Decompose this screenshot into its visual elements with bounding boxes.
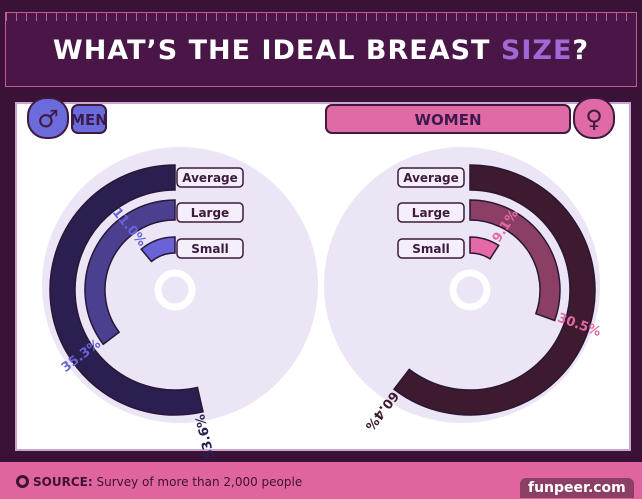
men-legend-box [176, 202, 244, 223]
male-symbol-icon-glyph: ♂ [37, 105, 59, 133]
men-bar-small [140, 236, 176, 263]
men-header-label: MEN [70, 111, 108, 129]
source-note: SOURCE: Survey of more than 2,000 people [16, 475, 302, 489]
men-legend-label: Small [191, 242, 228, 256]
women-legend-box [397, 238, 465, 259]
women-bar-average [392, 164, 596, 416]
men-legend-label: Large [191, 206, 229, 220]
men-center-ring [154, 269, 196, 311]
men-value-label: 53.6% [193, 413, 218, 460]
title-end: ? [572, 35, 590, 66]
women-bar-small [469, 236, 500, 260]
women-bar-large [469, 199, 561, 322]
women-legend-box [397, 167, 465, 188]
female-symbol-icon [573, 97, 615, 139]
men-header-bar [71, 104, 107, 134]
men-legend-box [176, 167, 244, 188]
women-header-bar [325, 104, 571, 134]
women-legend-label: Large [412, 206, 450, 220]
brand-badge[interactable]: funpeer.com [520, 478, 634, 498]
female-symbol-icon-glyph: ♀ [585, 105, 603, 133]
source-label: SOURCE: [33, 475, 93, 489]
male-symbol-icon [27, 97, 69, 139]
men-background-circle [42, 147, 318, 423]
page-title: WHAT’S THE IDEAL BREAST SIZE? [6, 35, 636, 66]
men-legend-box [176, 238, 244, 259]
title-text: WHAT’S THE IDEAL BREAST [52, 35, 491, 66]
women-header-label: WOMEN [414, 111, 481, 129]
title-highlight: SIZE [500, 35, 573, 66]
footer: SOURCE: Survey of more than 2,000 people… [0, 462, 642, 499]
women-legend-label: Small [412, 242, 449, 256]
men-bar-average [49, 164, 204, 416]
ruler-ticks [6, 13, 636, 21]
men-bar-large [84, 199, 176, 346]
women-legend-label: Average [403, 171, 459, 185]
men-legend-label: Average [182, 171, 238, 185]
women-background-circle [324, 147, 600, 423]
source-icon [16, 475, 29, 488]
women-center-ring [449, 269, 491, 311]
source-text: Survey of more than 2,000 people [96, 475, 303, 489]
title-banner: WHAT’S THE IDEAL BREAST SIZE? [5, 12, 637, 87]
women-legend-box [397, 202, 465, 223]
